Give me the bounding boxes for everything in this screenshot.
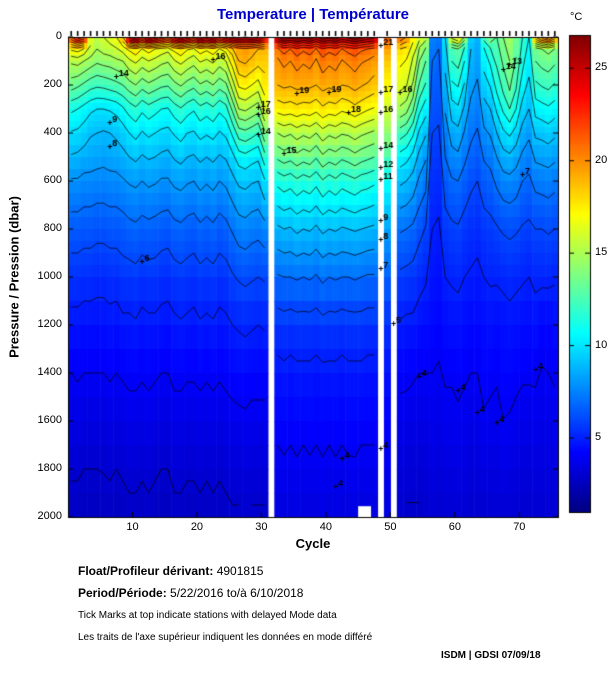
footer-note-en: Tick Marks at top indicate stations with… xyxy=(78,610,337,621)
x-axis-tick-label: 50 xyxy=(384,521,397,533)
y-axis-tick-label: 600 xyxy=(43,174,62,186)
colorbar-tick-label: 25 xyxy=(595,61,608,74)
period-label: Period/Période: xyxy=(78,586,167,600)
colorbar-tick-label: 10 xyxy=(595,338,608,351)
chart-title: Temperature | Température xyxy=(216,6,410,23)
footer-period-line: Period/Période: 5/22/2016 to/à 6/10/2018 xyxy=(78,586,303,600)
y-axis-tick-label: 2000 xyxy=(37,510,62,522)
float-label: Float/Profileur dérivant: xyxy=(78,564,214,578)
x-axis-tick-label: 10 xyxy=(126,521,139,533)
y-axis-tick-label: 1800 xyxy=(37,462,62,474)
footer-float-line: Float/Profileur dérivant: 4901815 xyxy=(78,564,263,578)
y-axis-tick-label: 400 xyxy=(43,126,62,138)
y-axis-tick-label: 1400 xyxy=(37,366,62,378)
y-axis-tick-label: 1600 xyxy=(37,414,62,426)
x-axis-tick-label: 20 xyxy=(190,521,204,533)
float-value: 4901815 xyxy=(216,564,264,578)
y-axis-tick-label: 1000 xyxy=(37,270,62,282)
colorbar-tick-label: 20 xyxy=(595,153,608,166)
colorbar-tick-label: 5 xyxy=(595,431,602,444)
colorbar-unit-label: °C xyxy=(570,11,583,23)
x-axis-tick-label: 60 xyxy=(448,521,461,533)
colorbar-tick-label: 15 xyxy=(595,246,608,259)
y-axis-tick-label: 0 xyxy=(55,30,62,42)
period-value: 5/22/2016 to/à 6/10/2018 xyxy=(170,586,304,600)
credit-text: ISDM | GDSI 07/09/18 xyxy=(441,650,541,661)
footer-note-fr: Les traits de l'axe supérieur indiquent … xyxy=(78,632,373,643)
x-axis-tick-label: 40 xyxy=(319,521,333,533)
y-axis-tick-label: 800 xyxy=(43,222,62,234)
y-axis-tick-label: 200 xyxy=(43,78,62,90)
x-axis-label: Cycle xyxy=(295,536,331,551)
x-axis-tick-label: 30 xyxy=(255,521,268,533)
x-axis-tick-label: 70 xyxy=(513,521,526,533)
y-axis-tick-label: 1200 xyxy=(37,318,62,330)
